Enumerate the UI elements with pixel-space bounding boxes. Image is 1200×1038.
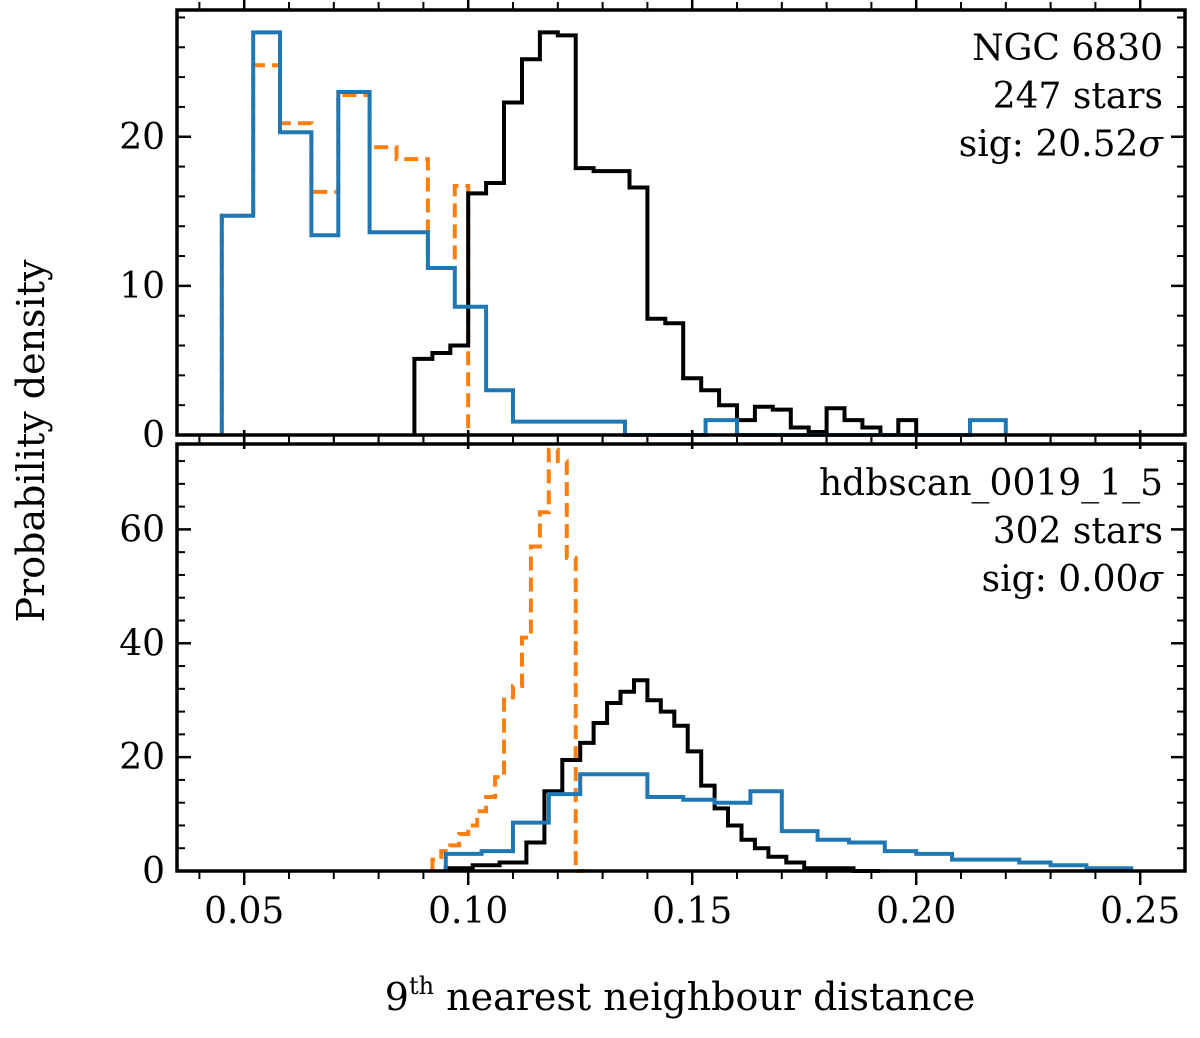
bottom-annotation-stars: 302 stars <box>993 511 1163 552</box>
top-sig-prefix: sig: <box>959 124 1036 165</box>
x-axis-label-main: 9 <box>385 975 409 1019</box>
top-sig-value: 20.52 <box>1035 124 1138 165</box>
bottom-annotation-sig: sig: 0.00σ <box>982 559 1165 600</box>
top-annotation-sig: sig: 20.52σ <box>959 124 1165 165</box>
bottom-xtick-label: 0.20 <box>876 891 956 932</box>
bottom-series-group <box>430 447 1134 873</box>
top-annotation-name: NGC 6830 <box>972 28 1163 69</box>
x-axis-label: 9th nearest neighbour distance <box>385 972 975 1019</box>
bottom-series-orange-dashed <box>430 447 585 873</box>
top-series-orange-dashed <box>219 63 471 435</box>
bottom-ticks-group: 0 20 40 60 0.05 0.10 0.15 0.20 0.25 <box>119 430 1185 932</box>
bottom-xtick-label: 0.15 <box>652 891 732 932</box>
y-axis-label: Probability density <box>9 259 53 622</box>
top-panel: 0 10 20 NGC 6830 247 stars sig: 20.52σ <box>119 0 1187 456</box>
x-axis-label-sup: th <box>409 972 434 1000</box>
bottom-panel: 0 20 40 60 0.05 0.10 0.15 0.20 0.25 hdbscan_0019… <box>119 430 1187 932</box>
top-ytick-label: 0 <box>142 415 165 456</box>
top-series-black <box>412 30 935 437</box>
top-annotation-stars: 247 stars <box>993 76 1163 117</box>
bottom-ytick-label: 40 <box>119 623 165 664</box>
bottom-ytick-label: 60 <box>119 509 165 550</box>
bottom-sig-unit: σ <box>1138 559 1164 600</box>
bottom-ytick-label: 20 <box>119 737 165 778</box>
bottom-xtick-label: 0.10 <box>428 891 508 932</box>
bottom-annotation-name: hdbscan_0019_1_5 <box>819 463 1163 504</box>
top-ytick-label: 10 <box>119 266 165 307</box>
bottom-xtick-label: 0.25 <box>1100 891 1180 932</box>
top-ytick-label: 20 <box>119 117 165 158</box>
top-sig-unit: σ <box>1138 124 1164 165</box>
bottom-ytick-label: 0 <box>142 851 165 892</box>
bottom-sig-value: 0.00 <box>1058 559 1138 600</box>
top-series-blue <box>219 30 1008 437</box>
bottom-xtick-label: 0.05 <box>204 891 284 932</box>
top-series-group <box>219 30 1008 437</box>
x-axis-label-rest: nearest neighbour distance <box>434 975 975 1019</box>
bottom-axes-frame <box>175 442 1187 873</box>
bottom-sig-prefix: sig: <box>982 559 1059 600</box>
bottom-series-black <box>443 678 881 873</box>
bottom-series-blue <box>443 772 1134 871</box>
top-axes-frame <box>175 8 1187 437</box>
